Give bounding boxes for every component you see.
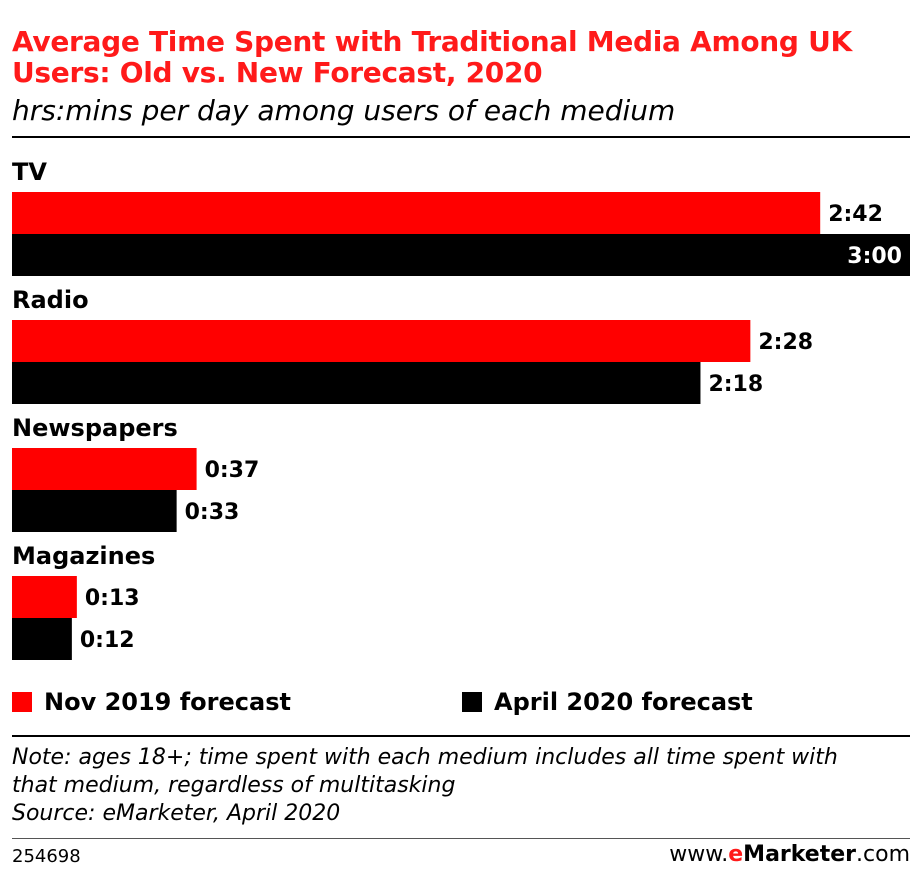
legend-label: April 2020 forecast (494, 688, 753, 716)
category-label-magazines: Magazines (12, 542, 155, 570)
note-line: Note: ages 18+; time spent with each med… (12, 745, 838, 770)
bar-radio-series-2 (12, 362, 701, 404)
bar-tv-series-1 (12, 192, 821, 234)
footer-divider (12, 735, 910, 737)
bar-chart: TV 2:42 3:00 Radio 2:28 2:18 Newspapers 0:37 0:3… (12, 158, 910, 660)
legend-label: Nov 2019 forecast (44, 688, 291, 716)
data-label-tv-series-2: 3:00 (847, 244, 902, 269)
category-label-tv: TV (12, 158, 47, 186)
source-line: Source: eMarketer, April 2020 (12, 801, 341, 826)
note-line: that medium, regardless of multitasking (12, 773, 456, 798)
bar-tv-series-2 (12, 234, 910, 276)
category-label-radio: Radio (12, 286, 89, 314)
data-label-radio-series-2: 2:18 (708, 372, 763, 397)
bar-magazines-series-1 (12, 576, 77, 618)
data-label-tv-series-1: 2:42 (828, 202, 883, 227)
category-label-newspapers: Newspapers (12, 414, 178, 442)
chart-subtitle: hrs:mins per day among users of each med… (12, 94, 676, 127)
bar-magazines-series-2 (12, 618, 72, 660)
data-label-newspapers-series-2: 0:33 (185, 500, 240, 525)
bar-newspapers-series-2 (12, 490, 177, 532)
chart-id: 254698 (12, 846, 81, 867)
data-label-newspapers-series-1: 0:37 (205, 458, 260, 483)
legend-item-nov-2019: Nov 2019 forecast (12, 688, 291, 716)
legend-swatch-black (462, 692, 482, 712)
data-label-magazines-series-1: 0:13 (85, 586, 140, 611)
bar-newspapers-series-1 (12, 448, 197, 490)
data-label-magazines-series-2: 0:12 (80, 628, 135, 653)
top-divider (12, 136, 910, 138)
chart-note: Note: ages 18+; time spent with each med… (12, 744, 912, 828)
brand-suffix: .com (856, 842, 910, 867)
bar-radio-series-1 (12, 320, 751, 362)
legend-swatch-red (12, 692, 32, 712)
brand-marketer: Marketer (743, 842, 857, 867)
legend-item-april-2020: April 2020 forecast (462, 688, 753, 716)
brand-logo[interactable]: www.eMarketer.com (669, 842, 910, 867)
chart-title: Average Time Spent with Traditional Medi… (12, 25, 852, 89)
brand-prefix: www. (669, 842, 729, 867)
data-label-radio-series-1: 2:28 (758, 330, 813, 355)
brand-e: e (728, 842, 744, 867)
bottom-divider (12, 838, 910, 839)
